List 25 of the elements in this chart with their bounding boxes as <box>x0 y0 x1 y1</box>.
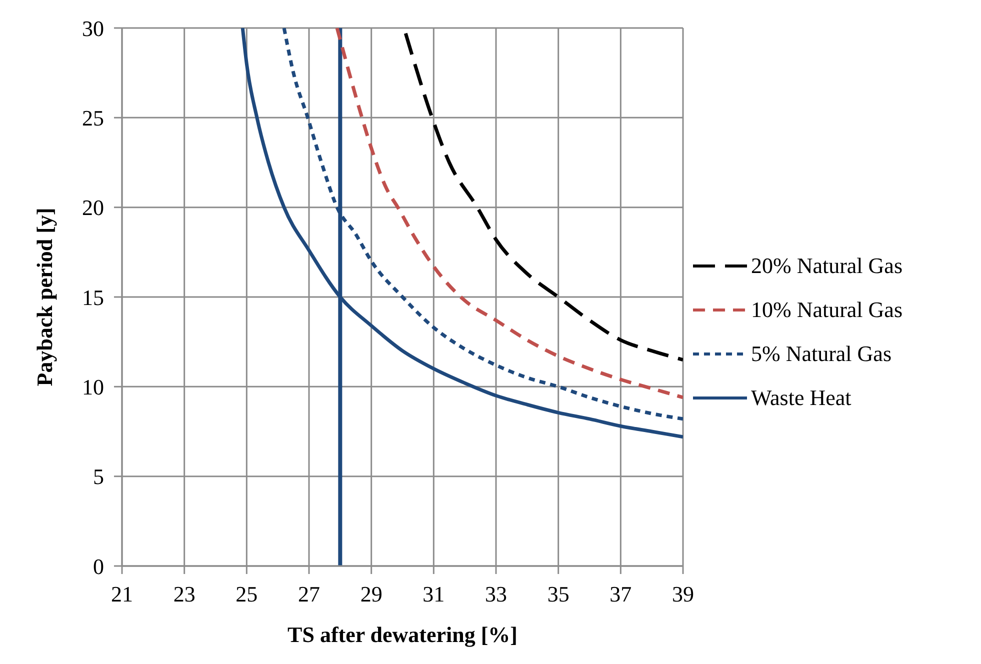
x-tick-label: 35 <box>547 582 570 607</box>
x-tick-label: 39 <box>672 582 694 607</box>
x-tick-label: 37 <box>610 582 632 607</box>
x-tick-label: 23 <box>173 582 196 607</box>
x-tick-label: 31 <box>422 582 445 607</box>
x-tick-label: 29 <box>360 582 382 607</box>
line-series <box>404 32 683 362</box>
legend-label: 10% Natural Gas <box>751 297 903 323</box>
y-tick-label: 25 <box>82 105 104 130</box>
y-axis-title: Payback period [y] <box>32 208 57 386</box>
x-tick-label: 33 <box>485 582 507 607</box>
x-axis-title: TS after dewatering [%] <box>288 622 518 647</box>
y-tick-label: 20 <box>82 195 104 220</box>
y-tick-label: 15 <box>82 284 104 310</box>
legend-label: 20% Natural Gas <box>751 253 903 279</box>
y-tick-label: 10 <box>82 374 104 400</box>
y-tick-label: 5 <box>93 464 104 490</box>
x-tick-label: 27 <box>298 582 320 607</box>
x-tick-label: 21 <box>111 582 133 607</box>
y-tick-label: 0 <box>93 554 104 579</box>
line-series <box>335 28 683 400</box>
legend-label: 5% Natural Gas <box>751 341 892 367</box>
legend-label: Waste Heat <box>751 385 852 411</box>
y-tick-label: 30 <box>82 16 104 41</box>
x-tick-label: 25 <box>236 582 258 607</box>
